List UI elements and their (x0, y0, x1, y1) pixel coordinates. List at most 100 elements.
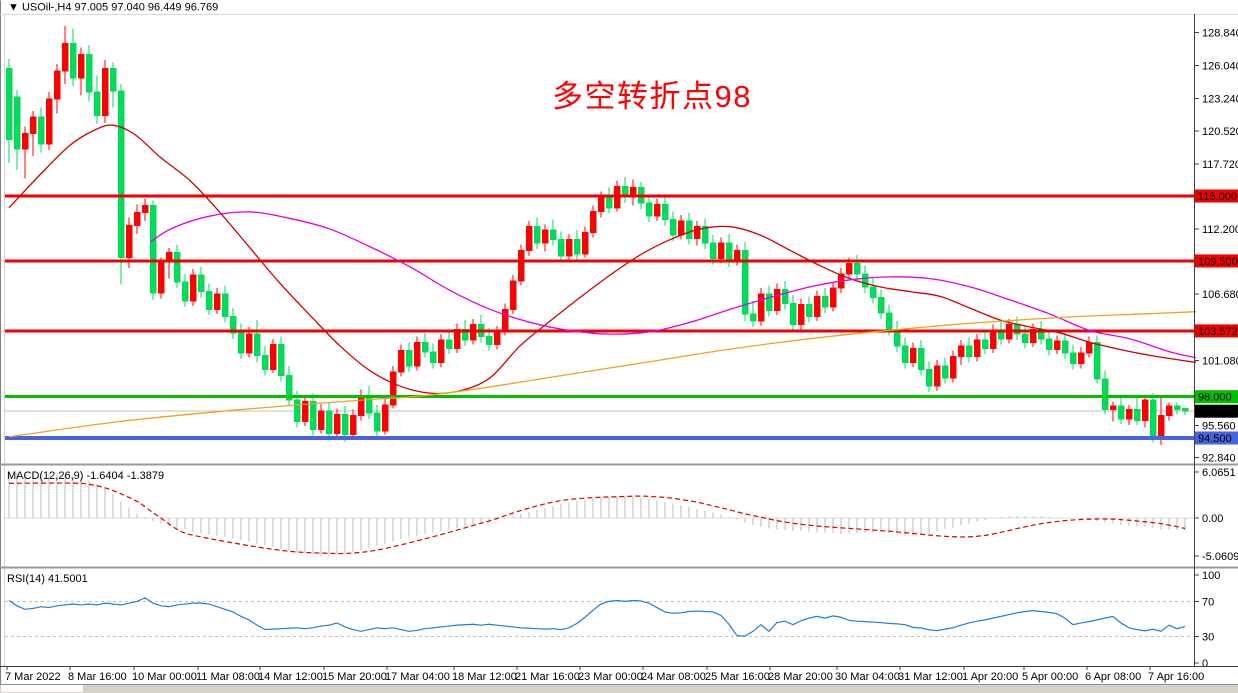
candle (694, 226, 701, 239)
macd-axis-label: -5.0609 (1202, 551, 1238, 563)
candle (702, 226, 709, 244)
candle (678, 220, 685, 236)
candle (542, 229, 549, 244)
candle (518, 249, 525, 282)
candle (1142, 399, 1149, 421)
ma-line-ma-mid-magenta (149, 211, 1197, 359)
candle (334, 413, 341, 434)
price-badge-109.500 (1195, 254, 1238, 268)
price-axis-label: 128.840 (1202, 28, 1238, 40)
candle (558, 239, 565, 257)
candle (438, 339, 445, 363)
candle (566, 239, 573, 257)
candle (422, 341, 429, 353)
candle (94, 91, 101, 117)
symbol-ohlc-label: ▼ USOil-,H4 97.005 97.040 96.449 96.769 (8, 2, 218, 14)
candle (302, 400, 309, 422)
candle (1054, 340, 1061, 350)
candle (1070, 352, 1077, 365)
candle (454, 328, 461, 349)
time-axis-label: 24 Mar 08:00 (641, 671, 706, 683)
candle (462, 328, 469, 341)
candle (598, 196, 605, 212)
candle (526, 226, 533, 251)
price-badge-label: 115.000 (1198, 191, 1237, 203)
rsi-axis-label: 70 (1202, 596, 1214, 608)
price-axis-label: 112.200 (1202, 224, 1238, 236)
candle (350, 415, 357, 435)
candle (870, 286, 877, 299)
time-axis-label: 21 Mar 16:00 (515, 671, 580, 683)
candle (742, 249, 749, 315)
candle (126, 225, 133, 258)
time-axis-drag-area[interactable] (0, 667, 1194, 684)
time-axis-label: 25 Mar 16:00 (705, 671, 770, 683)
candle (206, 291, 213, 310)
macd-signal-line (8, 482, 1186, 555)
candle (342, 413, 349, 435)
price-badge-98.000 (1195, 390, 1238, 404)
candle (974, 339, 981, 358)
candle (942, 365, 949, 379)
time-axis-label: 8 Mar 16:00 (68, 671, 127, 683)
price-badge-103.572 (1195, 324, 1238, 338)
candle (70, 43, 77, 79)
price-axis-label: 95.560 (1202, 420, 1236, 432)
candle (318, 410, 325, 431)
bottom-scroll-area[interactable] (0, 685, 1238, 693)
rsi-label: RSI(14) 41.5001 (7, 573, 88, 585)
candle (1030, 328, 1037, 343)
candle (270, 344, 277, 371)
candle (190, 274, 197, 302)
candle (646, 202, 653, 217)
candle (246, 333, 253, 354)
candle (846, 262, 853, 275)
time-axis-label: 11 Mar 08:00 (196, 671, 260, 683)
candle (406, 350, 413, 367)
time-axis-label: 23 Mar 00:00 (578, 671, 643, 683)
price-badge-94.500 (1195, 431, 1238, 445)
candle (1046, 338, 1053, 350)
candle (926, 369, 933, 387)
price-axis-drag-area[interactable] (1195, 14, 1238, 666)
candle (830, 287, 837, 308)
macd-label: MACD(12,26,9) -1.6404 -1.3879 (7, 470, 164, 482)
candle (574, 239, 581, 255)
rsi-line (8, 597, 1186, 637)
price-badge-label: 96.769 (1198, 406, 1232, 418)
candle (102, 68, 109, 117)
price-axis-label: 126.040 (1202, 61, 1238, 73)
price-axis-label: 117.720 (1202, 159, 1238, 171)
candle (902, 345, 909, 363)
price-axis-label: 123.240 (1202, 94, 1238, 106)
candle (726, 242, 733, 262)
candle (582, 232, 589, 255)
candle (1126, 409, 1133, 420)
price-axis-label: 120.520 (1202, 126, 1238, 138)
time-axis-label: 7 Mar 2022 (5, 671, 61, 683)
candle (86, 53, 93, 93)
candle (806, 304, 813, 317)
candle (398, 350, 405, 373)
candle (1174, 405, 1181, 411)
time-axis-label: 10 Mar 00:00 (132, 671, 197, 683)
candle (590, 210, 597, 234)
macd-axis-label: 0.00 (1202, 513, 1223, 525)
candle (374, 412, 381, 432)
candle (686, 220, 693, 239)
candle (774, 288, 781, 312)
candle (710, 242, 717, 260)
candle (1094, 341, 1101, 380)
candle (950, 356, 957, 379)
price-badge-115.000 (1195, 189, 1238, 203)
candle (958, 345, 965, 358)
candle (854, 262, 861, 275)
candle (1158, 415, 1165, 438)
time-axis-label: 15 Mar 20:00 (322, 671, 387, 683)
time-axis-label: 28 Mar 20:00 (768, 671, 833, 683)
candle (198, 274, 205, 293)
candle (62, 43, 69, 72)
candle (718, 242, 725, 260)
annotation-text[interactable]: 多空转折点98 (552, 79, 752, 114)
